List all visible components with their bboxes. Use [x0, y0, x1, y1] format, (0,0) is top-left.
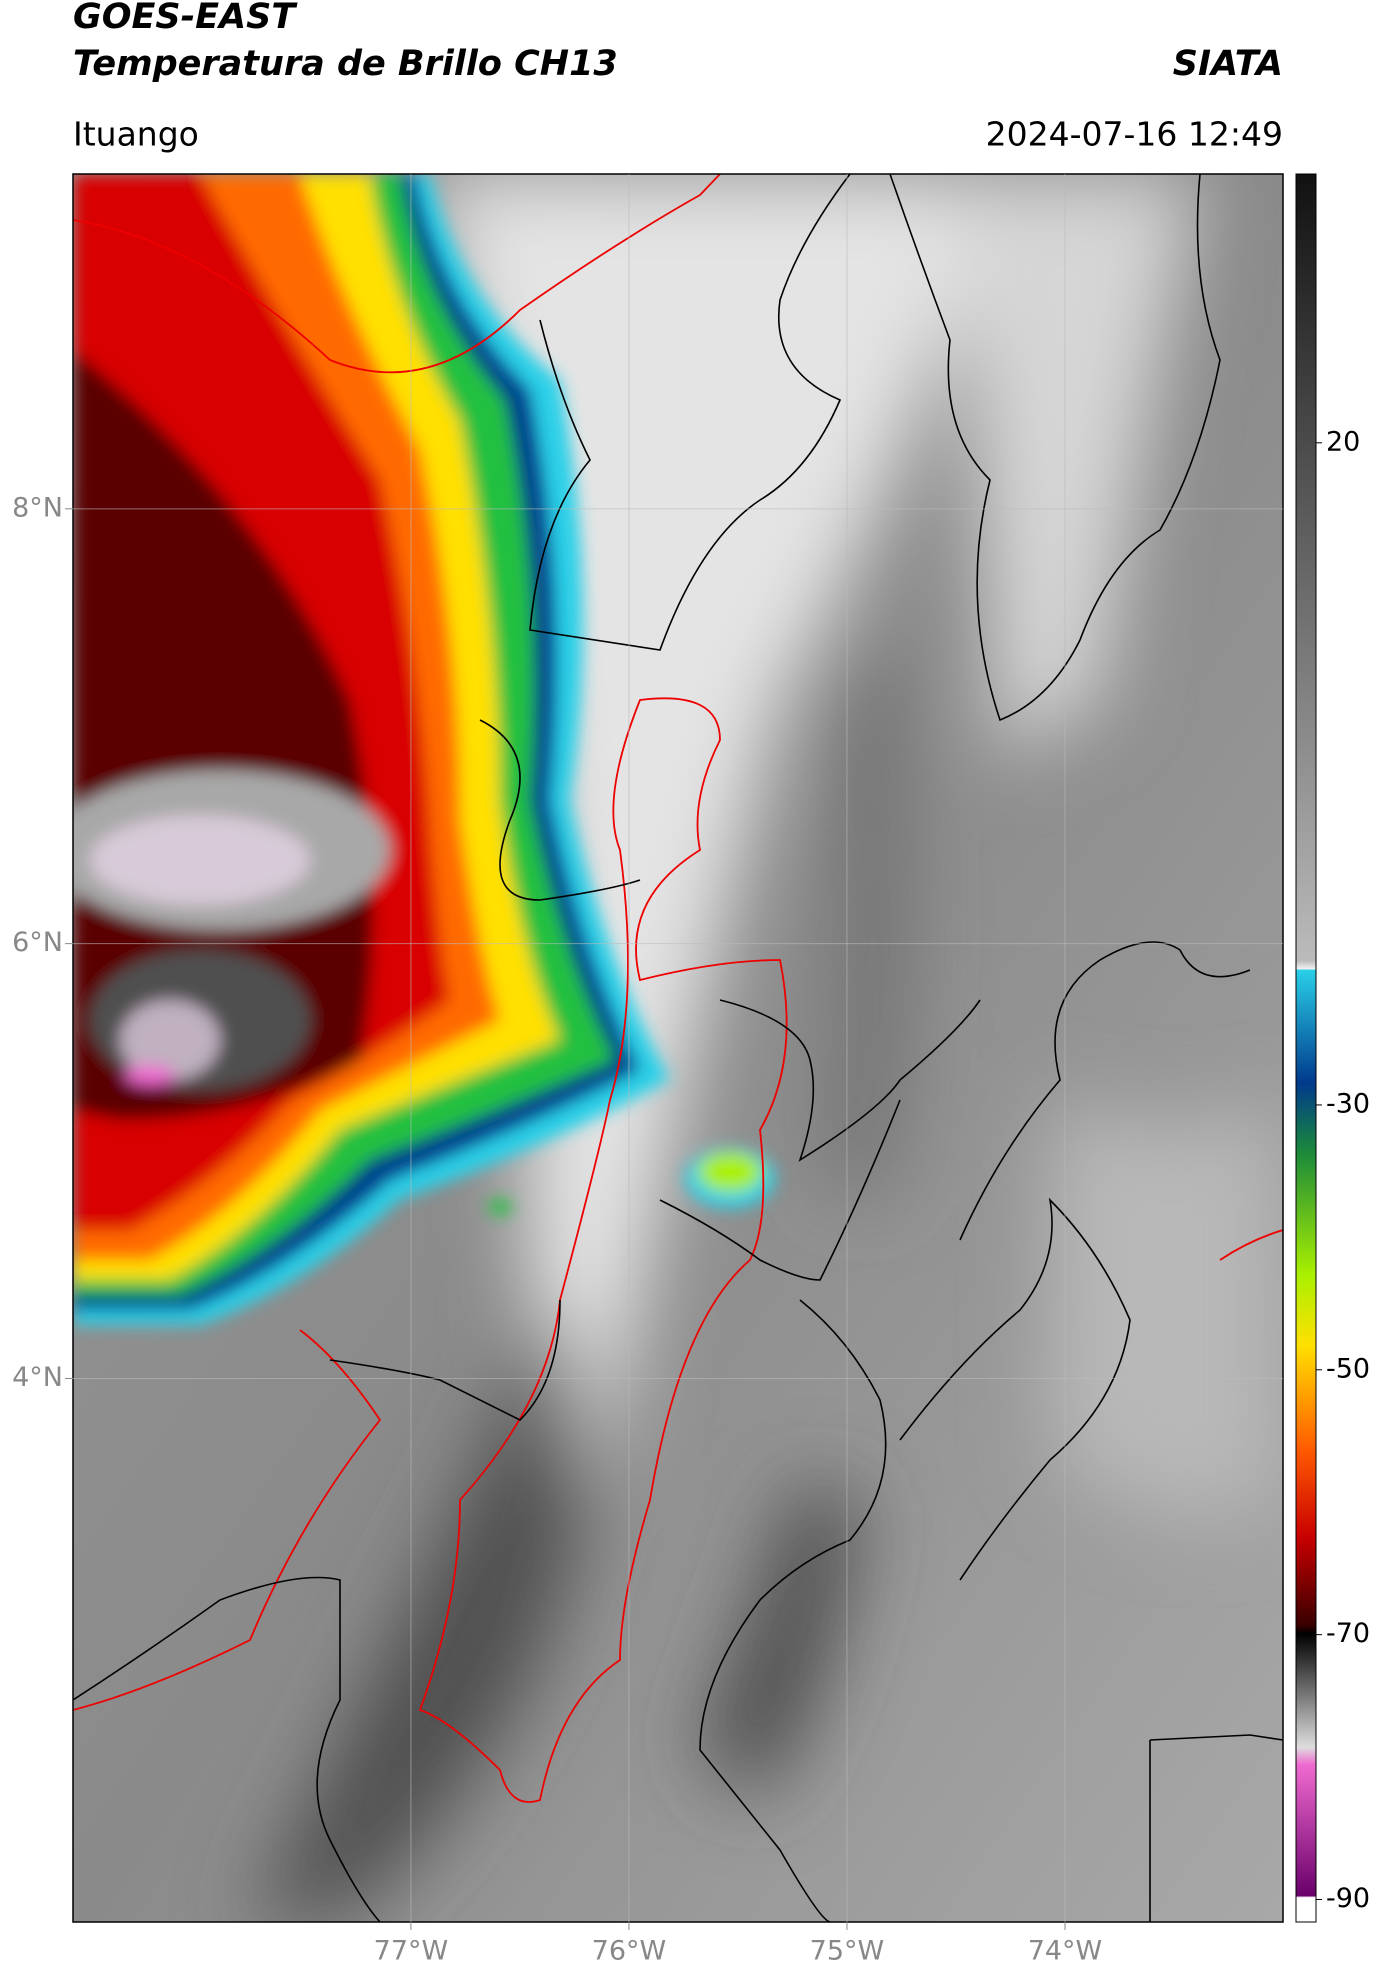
colorbar-tick-label: -50	[1326, 1353, 1370, 1384]
satellite-image	[73, 174, 1283, 1922]
y-tick-label: 8°N	[12, 492, 63, 523]
source: SIATA	[1173, 44, 1283, 84]
location: Ituango	[73, 115, 199, 154]
x-tick-label: 75°W	[810, 1936, 885, 1967]
y-tick-label: 6°N	[12, 927, 63, 958]
map-frame	[72, 173, 1284, 1923]
subtitle: Temperatura de Brillo CH13	[73, 44, 618, 84]
title: GOES-EAST	[73, 0, 298, 37]
x-tick-label: 77°W	[374, 1936, 449, 1967]
x-tick-label: 76°W	[592, 1936, 667, 1967]
colorbar-tick-label: 20	[1326, 426, 1360, 457]
colorbar-tick-label: -70	[1326, 1618, 1370, 1649]
colorbar-tick-label: -90	[1326, 1883, 1370, 1914]
x-tick-label: 74°W	[1028, 1936, 1103, 1967]
datetime: 2024-07-16 12:49	[986, 115, 1283, 154]
colorbar	[1295, 173, 1317, 1923]
y-tick-label: 4°N	[12, 1362, 63, 1393]
colorbar-tick-label: -30	[1326, 1088, 1370, 1119]
